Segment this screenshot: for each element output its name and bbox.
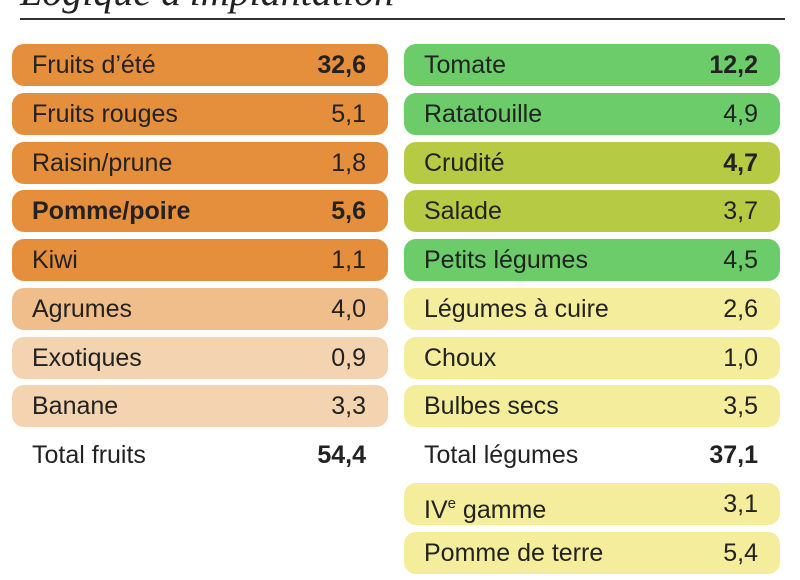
table-row: Petits légumes 4,5: [404, 239, 780, 281]
row-label: Légumes à cuire: [424, 294, 609, 323]
row-label-rest: gamme: [455, 495, 547, 524]
row-value: 12,2: [709, 51, 758, 79]
row-value: 2,6: [723, 294, 758, 323]
row-value: 5,1: [331, 99, 366, 128]
table-row: Kiwi 1,1: [12, 239, 388, 281]
row-label: Exotiques: [32, 343, 142, 372]
table-row: Choux 1,0: [404, 336, 780, 379]
row-value: 4,7: [723, 148, 758, 177]
row-value: 3,5: [723, 392, 758, 421]
table-row: Ratatouille 4,9: [404, 92, 780, 135]
table-row: Fruits d’été 32,6: [12, 44, 388, 86]
row-label: Raisin/prune: [32, 148, 173, 177]
row-label: Choux: [424, 343, 497, 372]
table-row: Pomme/poire 5,6: [12, 190, 388, 233]
row-label-main: IV: [424, 495, 448, 524]
row-label: Tomate: [424, 51, 506, 79]
row-value: 3,7: [723, 197, 758, 226]
row-label: Pomme/poire: [32, 197, 191, 226]
fruits-column: Fruits d’été 32,6 Fruits rouges 5,1 Rais…: [12, 44, 388, 483]
row-value: 0,9: [331, 343, 366, 372]
total-label: Total légumes: [424, 441, 579, 469]
table-row: Salade 3,7: [404, 190, 780, 233]
row-value: 3,3: [331, 392, 366, 421]
total-value: 37,1: [709, 441, 758, 469]
table-row: Pomme de terre 5,4: [404, 531, 780, 574]
total-row: Total légumes 37,1: [404, 434, 780, 476]
row-value: 1,0: [723, 343, 758, 372]
row-label: Salade: [424, 197, 502, 226]
total-value: 54,4: [317, 441, 366, 469]
table-row: Exotiques 0,9: [12, 336, 388, 379]
row-value: 3,1: [723, 489, 758, 518]
title-divider: [20, 18, 785, 20]
legumes-column: Tomate 12,2 Ratatouille 4,9 Crudité 4,7 …: [404, 44, 780, 580]
row-label: Fruits rouges: [32, 99, 178, 128]
table-row: Bulbes secs 3,5: [404, 385, 780, 428]
row-label: IVe gamme: [424, 483, 546, 531]
row-value: 1,8: [331, 148, 366, 177]
total-label: Total fruits: [32, 441, 146, 469]
row-label: Agrumes: [32, 294, 133, 323]
row-value: 5,6: [331, 197, 366, 226]
page-title: Logique d'implantation: [20, 0, 394, 14]
row-label: Kiwi: [32, 246, 78, 274]
table-row: Fruits rouges 5,1: [12, 92, 388, 135]
row-label: Fruits d’été: [32, 51, 156, 79]
row-label: Bulbes secs: [424, 392, 559, 421]
table-row: Agrumes 4,0: [12, 287, 388, 330]
row-label: Petits légumes: [424, 246, 588, 274]
row-value: 1,1: [331, 246, 366, 274]
table-row: Tomate 12,2: [404, 44, 780, 86]
row-value: 5,4: [723, 538, 758, 567]
row-value: 32,6: [317, 51, 366, 79]
row-label: Banane: [32, 392, 119, 421]
row-label: Crudité: [424, 148, 505, 177]
row-value: 4,9: [723, 99, 758, 128]
table-row: Légumes à cuire 2,6: [404, 287, 780, 330]
total-row: Total fruits 54,4: [12, 434, 388, 476]
row-label: Pomme de terre: [424, 538, 604, 567]
row-label: Ratatouille: [424, 99, 543, 128]
table-row: Raisin/prune 1,8: [12, 141, 388, 184]
row-value: 4,5: [723, 246, 758, 274]
table-row: IVe gamme 3,1: [404, 482, 780, 525]
row-label-superscript: e: [447, 494, 456, 512]
row-value: 4,0: [331, 294, 366, 323]
table-row: Banane 3,3: [12, 385, 388, 428]
table-row: Crudité 4,7: [404, 141, 780, 184]
